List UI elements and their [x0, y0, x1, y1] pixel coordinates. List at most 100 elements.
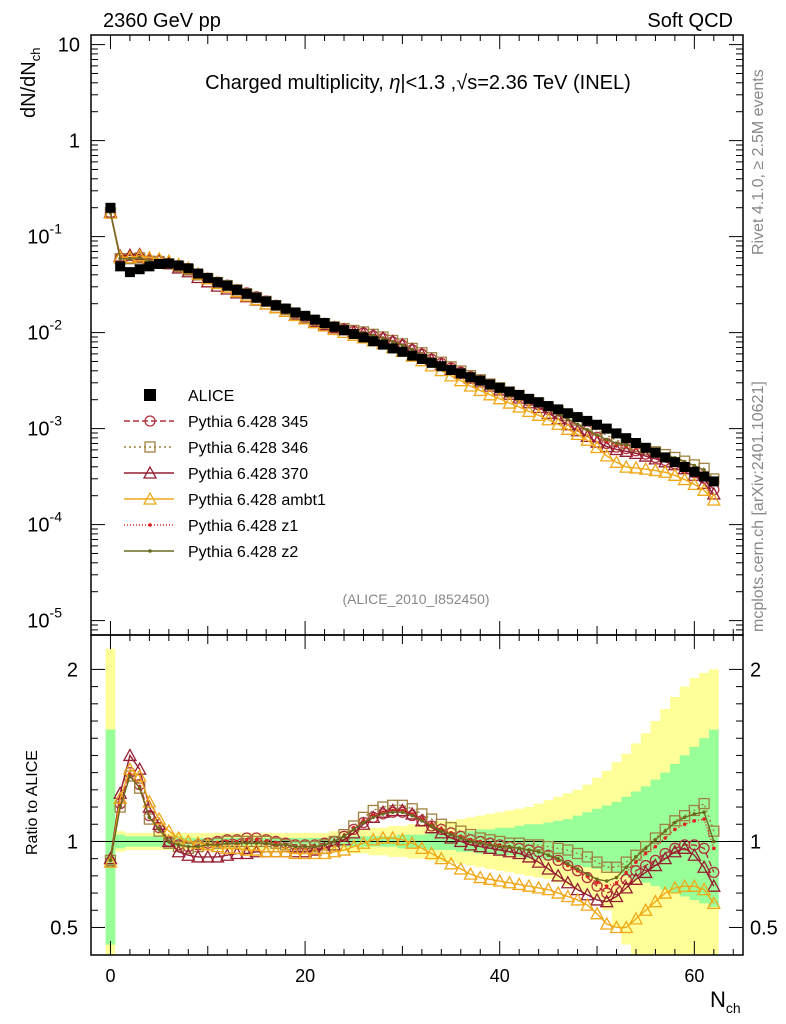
alice-point	[154, 258, 165, 269]
series-point	[649, 832, 662, 844]
series-point	[322, 843, 327, 847]
series-point	[551, 868, 566, 882]
series-point	[512, 877, 527, 891]
alice-point	[660, 452, 671, 463]
series-point	[414, 840, 429, 854]
series-point	[122, 748, 138, 762]
legend-label: Pythia 6.428 345	[188, 414, 308, 431]
alice-point	[465, 372, 476, 383]
series-point	[682, 815, 687, 820]
legend-marker	[148, 549, 152, 553]
series-point	[307, 842, 322, 856]
series-point	[313, 844, 317, 849]
alice-point	[504, 386, 515, 397]
series-point	[122, 250, 138, 264]
series-point	[546, 853, 551, 858]
series-point	[619, 920, 634, 934]
alice-point	[202, 272, 213, 283]
series-point	[677, 878, 692, 892]
series-point	[210, 849, 225, 863]
series-point	[580, 897, 595, 911]
series-point	[488, 843, 492, 847]
series-point	[614, 441, 619, 446]
series-point	[210, 839, 225, 853]
alice-point	[572, 412, 583, 423]
series-point	[560, 421, 575, 435]
series-point	[614, 875, 619, 880]
alice-point	[241, 288, 252, 299]
series-point	[585, 872, 590, 876]
series-point	[196, 844, 200, 849]
series-point	[147, 815, 152, 820]
alice-point	[669, 457, 680, 468]
series-point	[128, 774, 132, 778]
series-point	[677, 472, 692, 486]
series-point	[395, 832, 410, 846]
series-point	[167, 839, 171, 844]
series-point	[171, 844, 186, 858]
alice-point	[650, 447, 661, 458]
series-point	[628, 911, 644, 925]
alice-point	[679, 462, 690, 472]
series-point	[153, 825, 165, 837]
series-point	[659, 823, 671, 836]
main-panel: 10 1 10-1 10-2 10-3 10-4 10-5	[27, 34, 744, 636]
series-point	[405, 806, 420, 820]
series-point	[137, 786, 142, 790]
alice-point	[582, 415, 593, 426]
plot-title: Charged multiplicity, η|<1.3 ,√s=2.36 Te…	[205, 72, 631, 94]
legend-marker	[144, 441, 156, 453]
legend-marker	[142, 491, 158, 505]
legend-label: Pythia 6.428 z1	[188, 518, 298, 535]
legend-entry-pythia-6.428-370: Pythia 6.428 370	[124, 465, 308, 483]
series-point	[171, 830, 186, 844]
alice-point	[173, 260, 184, 271]
alice-point	[475, 375, 486, 386]
series-point	[249, 842, 264, 856]
ratio-tick-label-right: 1	[750, 831, 761, 853]
series-point	[702, 817, 706, 821]
series-point	[542, 849, 555, 861]
series-point	[215, 843, 220, 847]
series-point	[712, 839, 716, 844]
series-point	[200, 849, 215, 863]
series-ratio-pythia-6.428-z2	[108, 774, 716, 883]
series-point	[274, 843, 278, 847]
alice-point	[193, 268, 204, 279]
series-point	[599, 439, 614, 453]
series-point	[624, 443, 629, 447]
series-point	[575, 422, 580, 427]
series-point	[556, 856, 560, 861]
series-point	[595, 433, 599, 437]
series-point	[351, 827, 356, 832]
series-point	[589, 892, 605, 906]
header-left: 2360 GeV pp	[103, 10, 221, 32]
series-point	[254, 841, 259, 845]
svg-text:Charged multiplicity, η|<1.3 ,: Charged multiplicity, η|<1.3 ,√s=2.36 Te…	[205, 72, 631, 94]
y-axis-title: dN/dNch	[18, 48, 43, 118]
alice-point	[630, 438, 641, 448]
y-tick-label: 10	[58, 35, 80, 57]
alice-point	[523, 393, 534, 404]
series-point	[103, 854, 118, 868]
legend-entry-alice: ALICE	[144, 388, 234, 405]
series-point	[157, 827, 161, 832]
series-point	[473, 383, 488, 397]
series-point	[220, 840, 235, 854]
series-point	[434, 851, 449, 865]
series-point	[375, 804, 391, 818]
series-point	[497, 844, 502, 849]
alice-point	[290, 307, 301, 318]
series-point	[317, 846, 332, 860]
series-point	[609, 454, 624, 468]
alice-point	[640, 442, 651, 453]
alice-point	[689, 466, 700, 477]
series-point	[103, 851, 118, 865]
alice-point	[339, 325, 350, 336]
legend-label: ALICE	[188, 388, 234, 405]
legend-entry-pythia-6.428-346: Pythia 6.428 346	[124, 440, 308, 457]
alice-point	[163, 258, 174, 269]
series-point	[599, 894, 614, 908]
series-point	[643, 851, 648, 856]
header-right: Soft QCD	[647, 10, 733, 32]
